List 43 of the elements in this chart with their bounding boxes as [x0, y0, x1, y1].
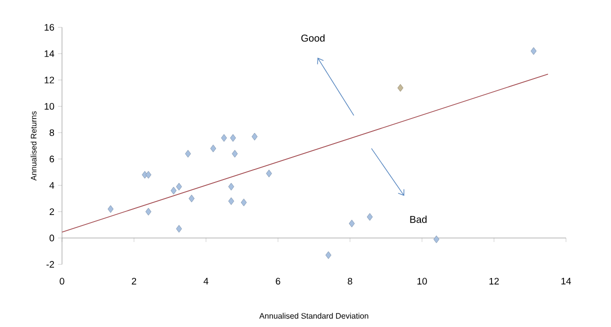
point [397, 84, 404, 92]
x-tick-label: 14 [561, 278, 571, 284]
point [108, 205, 114, 213]
x-tick-label: 0 [60, 278, 64, 285]
point [228, 182, 234, 190]
x-tick-label: 6 [276, 278, 280, 285]
point [232, 150, 238, 158]
x-tick-label: 12 [489, 278, 499, 284]
annotation: Good [301, 34, 325, 42]
y-tick-label: 4 [49, 182, 54, 189]
point [228, 197, 234, 205]
point [145, 208, 152, 216]
y-tick-label: 0 [50, 234, 54, 242]
point [325, 251, 332, 259]
y-tick-label: 8 [50, 129, 54, 136]
x-tick-label: 4 [204, 278, 208, 284]
point [188, 194, 195, 202]
point [185, 150, 191, 158]
point [366, 213, 373, 221]
y-tick-label: -2 [46, 261, 54, 268]
y-tick-label: 10 [44, 102, 54, 110]
y-tick-label: 16 [44, 24, 54, 31]
annotation: Bad [410, 216, 427, 223]
point [266, 170, 272, 178]
y-tick-label: 6 [50, 156, 54, 162]
point [176, 224, 182, 233]
point [221, 134, 227, 142]
x-tick-label: 2 [132, 278, 136, 284]
point [252, 132, 258, 140]
point [240, 198, 247, 206]
point [348, 220, 355, 228]
y-tick-label: 12 [44, 76, 54, 84]
point [170, 186, 177, 194]
y-tick-label: 2 [50, 208, 54, 215]
point [176, 182, 182, 190]
x-tick-label: 8 [348, 278, 352, 285]
point [145, 170, 152, 179]
point [433, 235, 440, 244]
point [230, 134, 236, 142]
y-tick-label: 14 [44, 50, 54, 57]
x-tick-label: 10 [417, 278, 427, 285]
point [210, 144, 216, 152]
point [530, 47, 537, 55]
